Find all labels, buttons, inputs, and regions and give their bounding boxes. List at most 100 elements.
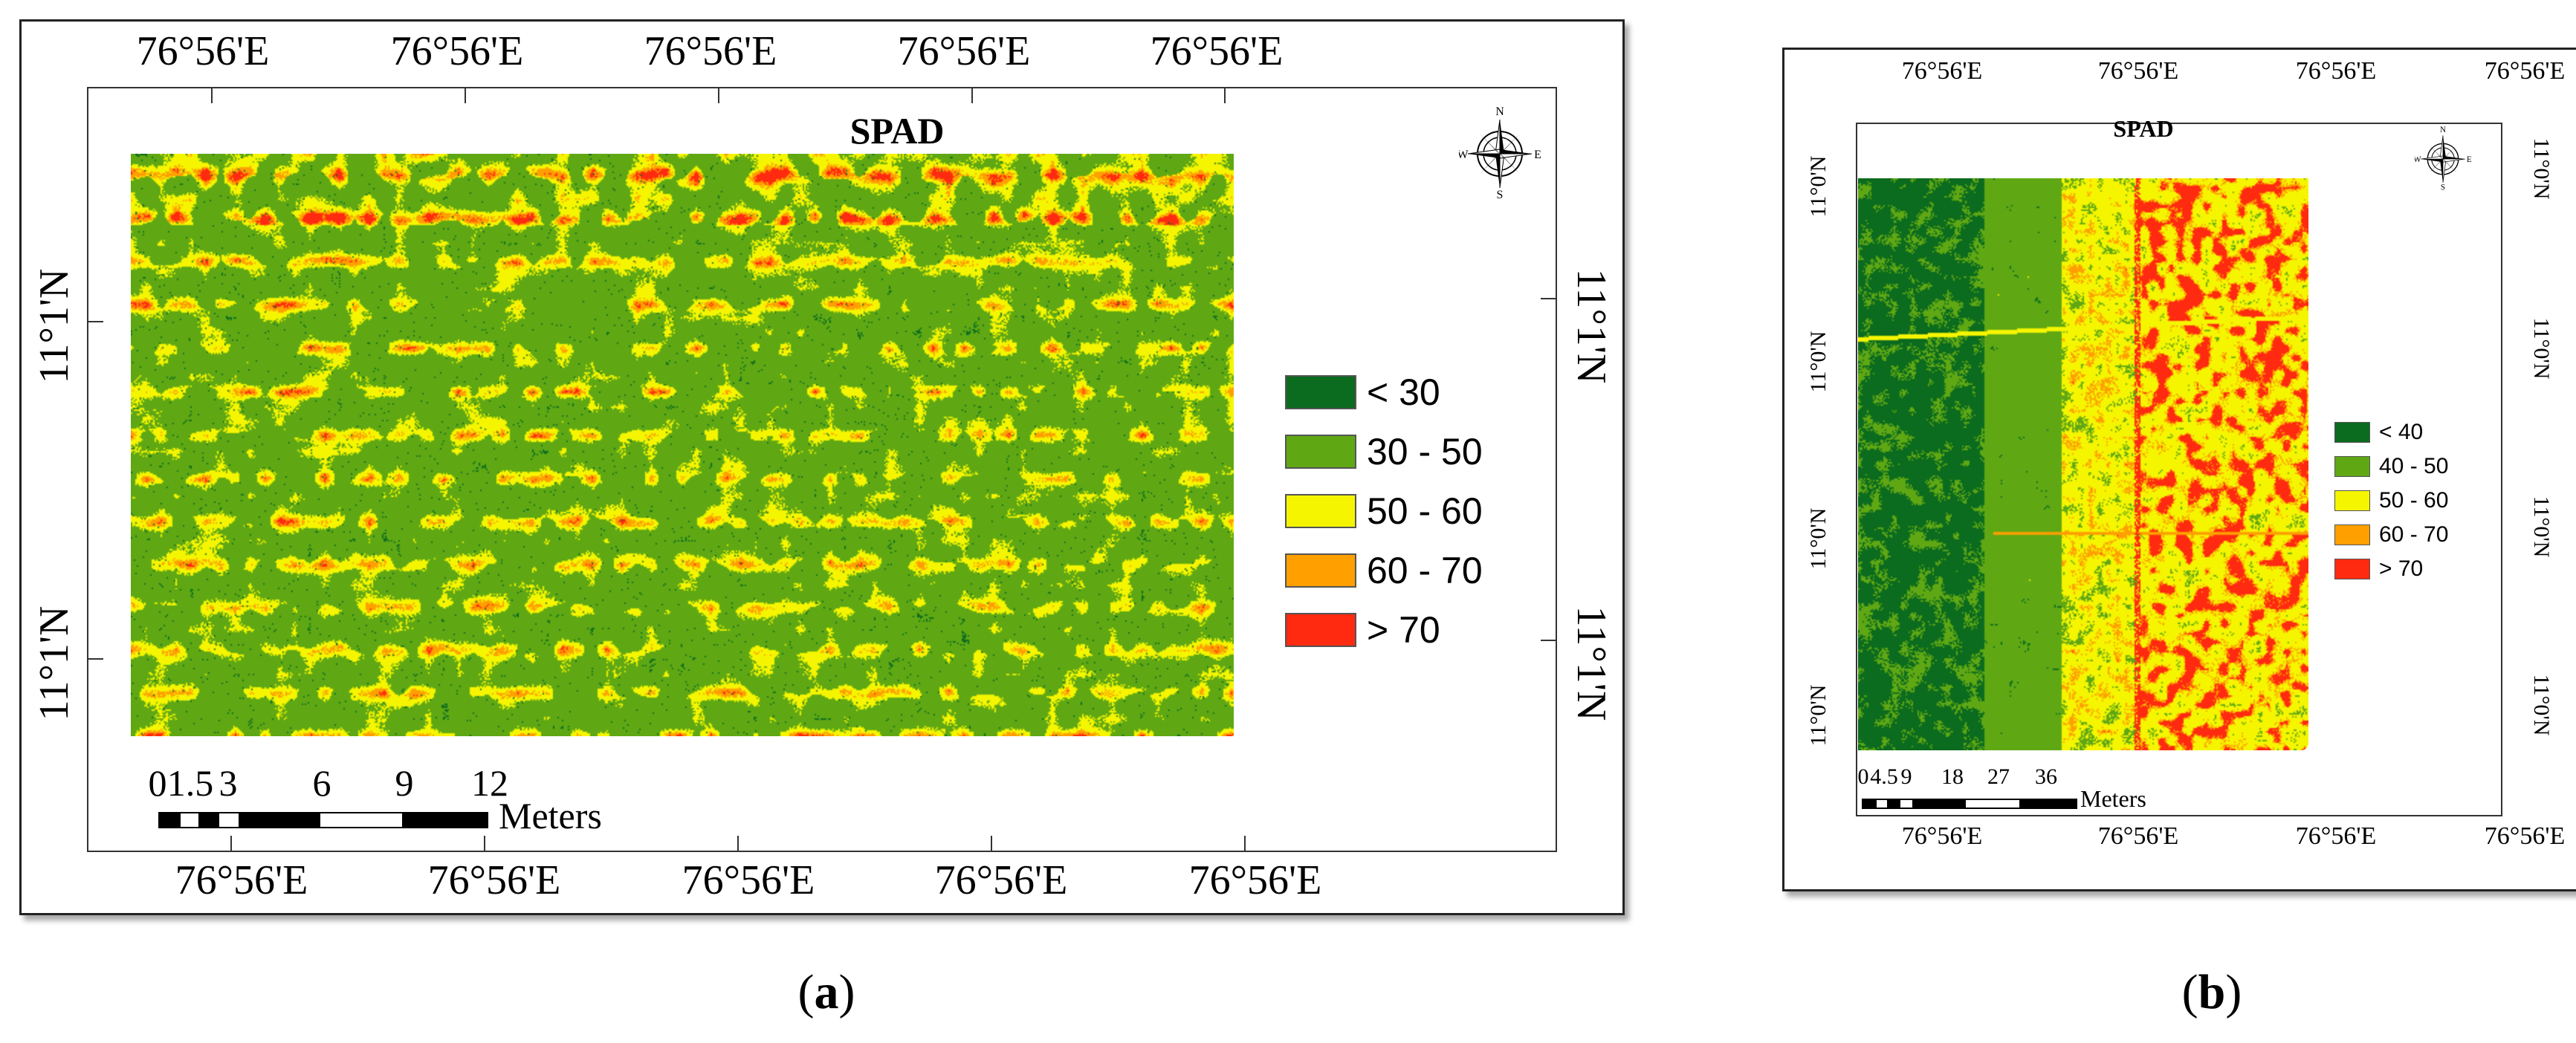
bottom-lon-label: 76°56'E bbox=[2484, 822, 2566, 850]
legend-label: < 40 bbox=[2379, 420, 2424, 444]
frame-tick bbox=[1541, 640, 1557, 641]
bottom-lon-label: 76°56'E bbox=[175, 857, 308, 903]
scale-tick-label: 1.5 bbox=[166, 762, 214, 804]
bottom-lon-label: 76°56'E bbox=[1188, 857, 1322, 903]
legend-label: 30 - 50 bbox=[1367, 431, 1483, 472]
bottom-lon-label: 76°56'E bbox=[2097, 822, 2179, 850]
legend-item: 40 - 50 bbox=[2334, 454, 2448, 479]
legend-swatch bbox=[1285, 435, 1356, 469]
legend-label: 40 - 50 bbox=[2379, 454, 2449, 478]
frame-tick bbox=[718, 87, 719, 103]
legend-item: 30 - 50 bbox=[1285, 430, 1483, 473]
caption-letter: a bbox=[814, 965, 839, 1019]
legend-swatch bbox=[2334, 422, 2370, 443]
legend-swatch bbox=[1285, 553, 1356, 588]
scale-tick-label: 12 bbox=[471, 762, 508, 804]
frame-tick bbox=[737, 836, 739, 852]
frame-tick bbox=[1244, 836, 1246, 852]
top-lon-label: 76°56'E bbox=[1150, 28, 1284, 74]
legend-label: 50 - 60 bbox=[1367, 490, 1483, 532]
scale-unit-label: Meters bbox=[499, 795, 602, 836]
caption-b: (b) bbox=[2182, 964, 2242, 1021]
top-lon-label: 76°56'E bbox=[390, 28, 524, 74]
caption-paren: ( bbox=[2181, 965, 2198, 1019]
top-lon-label: 76°56'E bbox=[2295, 57, 2377, 85]
legend-label: < 30 bbox=[1367, 371, 1440, 413]
compass-w: W bbox=[2415, 155, 2421, 164]
legend-label: 50 - 60 bbox=[2379, 488, 2449, 513]
left-lat-label: 11°1'N bbox=[31, 268, 77, 384]
map-title-b: SPAD bbox=[2113, 115, 2174, 142]
top-lon-label: 76°56'E bbox=[897, 28, 1031, 74]
map-title-a: SPAD bbox=[850, 110, 945, 152]
caption-paren: ( bbox=[797, 965, 815, 1019]
left-lat-label: 11°1'N bbox=[31, 605, 77, 721]
left-lat-label: 11°0'N bbox=[1806, 507, 1831, 570]
right-lat-label: 11°0'N bbox=[2529, 317, 2554, 380]
legend-item: > 70 bbox=[1285, 608, 1440, 652]
left-lat-label: 11°0'N bbox=[1806, 684, 1831, 747]
scale-bar-graphic bbox=[1862, 799, 2077, 809]
legend-swatch bbox=[2334, 456, 2370, 477]
top-lon-label: 76°56'E bbox=[2484, 57, 2566, 85]
frame-tick bbox=[484, 836, 485, 852]
scale-tick-label: 0 bbox=[1857, 764, 1869, 789]
legend-label: > 70 bbox=[1367, 609, 1440, 651]
left-lat-label: 11°0'N bbox=[1806, 331, 1831, 393]
legend-label: 60 - 70 bbox=[1367, 550, 1483, 591]
caption-paren: ) bbox=[838, 965, 855, 1019]
scale-tick-label: 4.5 bbox=[1870, 764, 1898, 789]
compass-w: W bbox=[1459, 149, 1469, 161]
legend-item: < 30 bbox=[1285, 371, 1440, 414]
caption-a: (a) bbox=[798, 964, 855, 1021]
bottom-lon-label: 76°56'E bbox=[934, 857, 1068, 903]
frame-tick bbox=[991, 836, 992, 852]
bottom-lon-label: 76°56'E bbox=[682, 857, 815, 903]
legend-swatch bbox=[1285, 375, 1356, 409]
legend-label: > 70 bbox=[2379, 556, 2424, 581]
right-lat-label: 11°1'N bbox=[1568, 605, 1614, 721]
north-arrow-icon: N S E W bbox=[2415, 126, 2471, 191]
right-lat-label: 11°0'N bbox=[2529, 495, 2554, 558]
legend-swatch bbox=[2334, 490, 2370, 511]
frame-tick bbox=[1541, 298, 1557, 299]
north-arrow-icon: N S E W bbox=[1459, 105, 1541, 200]
top-lon-label: 76°56'E bbox=[2097, 57, 2179, 85]
compass-e: E bbox=[2467, 155, 2471, 164]
legend-item: 50 - 60 bbox=[2334, 488, 2448, 513]
compass-n: N bbox=[1495, 105, 1504, 118]
map-frame-a bbox=[87, 87, 1557, 852]
top-lon-label: 76°56'E bbox=[136, 28, 270, 74]
frame-tick bbox=[87, 658, 103, 660]
scale-tick-label: 0 bbox=[148, 762, 167, 804]
map-frame-b bbox=[1856, 123, 2502, 816]
compass-e: E bbox=[1534, 149, 1541, 161]
bottom-lon-label: 76°56'E bbox=[427, 857, 561, 903]
scale-tick-label: 36 bbox=[2035, 764, 2057, 789]
top-lon-label: 76°56'E bbox=[644, 28, 777, 74]
frame-tick bbox=[971, 87, 973, 103]
spad-raster-a bbox=[131, 154, 1234, 736]
frame-tick bbox=[1224, 87, 1226, 103]
compass-s: S bbox=[2441, 183, 2445, 191]
compass-n: N bbox=[2440, 126, 2446, 134]
legend-item: < 40 bbox=[2334, 420, 2423, 445]
scale-tick-label: 18 bbox=[1941, 764, 1964, 789]
bottom-lon-label: 76°56'E bbox=[1901, 822, 1983, 850]
caption-paren: ) bbox=[2225, 965, 2242, 1019]
scale-bar-graphic bbox=[158, 812, 488, 828]
legend-swatch bbox=[1285, 613, 1356, 647]
compass-s: S bbox=[1497, 189, 1504, 200]
frame-tick bbox=[230, 836, 232, 852]
legend-swatch bbox=[1285, 494, 1356, 528]
legend-item: 60 - 70 bbox=[1285, 549, 1483, 592]
legend-item: 50 - 60 bbox=[1285, 490, 1483, 533]
left-lat-label: 11°0'N bbox=[1806, 155, 1831, 218]
top-lon-label: 76°56'E bbox=[1901, 57, 1983, 85]
caption-letter: b bbox=[2198, 965, 2226, 1019]
legend-label: 60 - 70 bbox=[2379, 522, 2449, 547]
frame-tick bbox=[465, 87, 466, 103]
scale-tick-label: 27 bbox=[1987, 764, 2010, 789]
frame-tick bbox=[211, 87, 213, 103]
right-lat-label: 11°1'N bbox=[1568, 268, 1614, 384]
